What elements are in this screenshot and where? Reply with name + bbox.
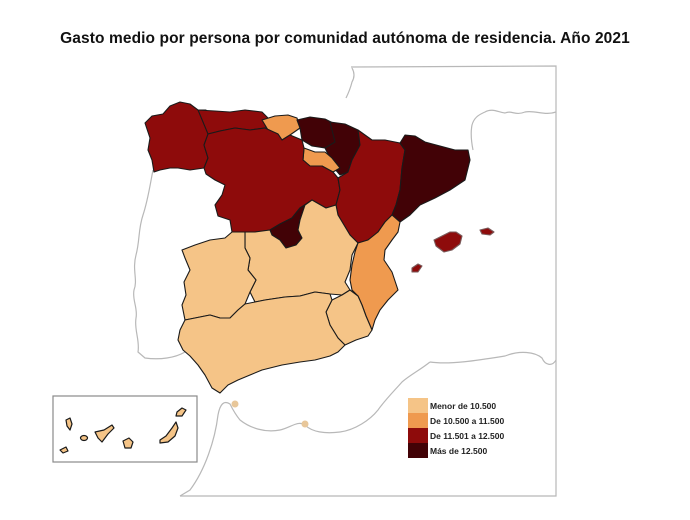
island-el-hierro — [59, 446, 69, 454]
island-la-palma — [65, 417, 73, 431]
canarias-inset — [52, 395, 198, 463]
island-la-gomera — [79, 434, 89, 442]
legend-swatch — [408, 443, 428, 458]
region-baleares-ibiza — [411, 263, 423, 273]
legend-label: De 10.500 a 11.500 — [430, 415, 505, 426]
region-cataluna — [391, 134, 471, 223]
map-title: Gasto medio por persona por comunidad au… — [60, 30, 630, 47]
legend-swatch — [408, 398, 428, 413]
island-fuerteventura — [159, 421, 179, 444]
region-andalucia — [177, 291, 346, 394]
region-ceuta — [231, 400, 239, 408]
region-baleares-menorca — [479, 227, 495, 236]
legend-item-midlow: De 10.500 a 11.500 — [408, 413, 504, 428]
region-baleares-mallorca — [433, 231, 463, 253]
legend-swatch — [408, 413, 428, 428]
legend-item-low: Menor de 10.500 — [408, 398, 504, 413]
legend-item-midhigh: De 11.501 a 12.500 — [408, 428, 504, 443]
neighbor-countries — [132, 65, 557, 497]
africa-coast — [179, 361, 431, 497]
africa-top-right — [429, 351, 557, 365]
island-gran-canaria — [122, 437, 134, 449]
legend-label: Más de 12.500 — [430, 445, 488, 456]
region-melilla — [301, 420, 309, 428]
frame-bottom — [180, 360, 557, 497]
legend-label: Menor de 10.500 — [430, 400, 497, 411]
map-legend: Menor de 10.500 De 10.500 a 11.500 De 11… — [408, 398, 504, 458]
region-valenciana — [349, 214, 401, 331]
island-tenerife — [94, 424, 115, 443]
frame-top — [350, 65, 557, 112]
france-west-coast — [345, 67, 355, 99]
france-coast-east — [470, 109, 557, 151]
legend-swatch — [408, 428, 428, 443]
island-lanzarote — [175, 407, 187, 417]
legend-label: De 11.501 a 12.500 — [430, 430, 505, 441]
legend-item-high: Más de 12.500 — [408, 443, 504, 458]
portugal-outline — [132, 169, 186, 360]
